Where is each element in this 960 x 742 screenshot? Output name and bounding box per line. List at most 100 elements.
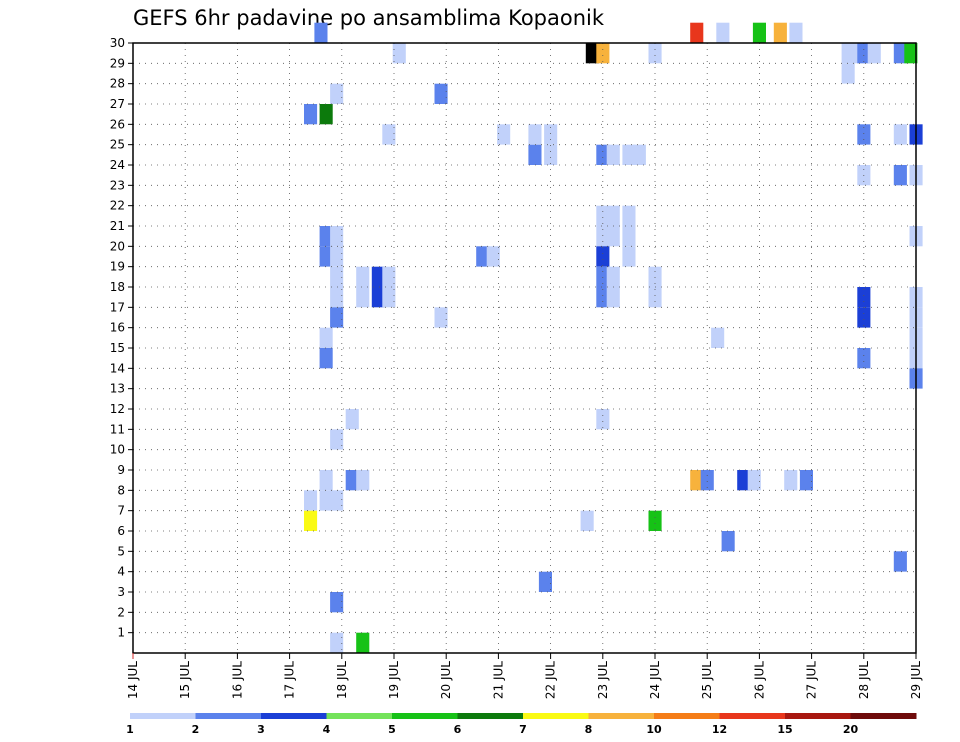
data-cell bbox=[596, 43, 610, 64]
x-tick-label: 27 JUL bbox=[805, 661, 819, 699]
y-tick-label: 14 bbox=[110, 361, 125, 375]
data-cell bbox=[330, 429, 344, 450]
data-cell bbox=[580, 510, 594, 531]
data-cell bbox=[648, 43, 662, 64]
data-cell bbox=[606, 287, 620, 308]
colorbar-legend: 1 2 3 4 5 6 7 8 10 12 15 20 bbox=[126, 713, 917, 736]
y-tick-label: 4 bbox=[117, 565, 125, 579]
colorbar-label: 7 bbox=[519, 723, 527, 736]
data-cell bbox=[596, 144, 610, 165]
y-tick-label: 10 bbox=[110, 443, 125, 457]
data-cell bbox=[538, 571, 552, 592]
data-cell bbox=[528, 124, 542, 145]
colorbar-swatch bbox=[195, 713, 262, 719]
colorbar-label: 15 bbox=[777, 723, 792, 736]
x-tick-label: 28 JUL bbox=[857, 661, 871, 699]
data-cell bbox=[434, 307, 448, 328]
colorbar-label: 5 bbox=[388, 723, 396, 736]
y-tick-label: 16 bbox=[110, 321, 125, 335]
data-cell bbox=[371, 287, 385, 308]
data-cell bbox=[528, 144, 542, 165]
x-tick-label: 23 JUL bbox=[596, 661, 610, 699]
x-tick-label: 22 JUL bbox=[544, 661, 558, 699]
data-cell bbox=[585, 43, 599, 64]
data-cell bbox=[596, 409, 610, 430]
y-tick-label: 24 bbox=[110, 158, 125, 172]
data-cell bbox=[721, 531, 735, 552]
y-tick-label: 12 bbox=[110, 402, 125, 416]
y-tick-label: 17 bbox=[110, 300, 125, 314]
data-cell bbox=[747, 470, 761, 491]
y-tick-label: 30 bbox=[110, 36, 125, 50]
y-tick-label: 8 bbox=[117, 483, 125, 497]
data-cell bbox=[319, 327, 333, 348]
colorbar-label: 2 bbox=[192, 723, 200, 736]
data-cell bbox=[330, 226, 344, 247]
data-cell bbox=[841, 63, 855, 84]
y-tick-label: 25 bbox=[110, 138, 125, 152]
y-tick-label: 5 bbox=[117, 544, 125, 558]
x-tick-label: 18 JUL bbox=[335, 661, 349, 699]
data-cell bbox=[752, 22, 766, 43]
colorbar-swatch bbox=[392, 713, 458, 719]
y-tick-label: 20 bbox=[110, 239, 125, 253]
chart-title: GEFS 6hr padavine po ansamblima Kopaonik bbox=[133, 6, 605, 30]
colorbar-swatch bbox=[850, 713, 917, 719]
data-cell bbox=[330, 490, 344, 511]
data-cell bbox=[319, 246, 333, 267]
data-cell bbox=[857, 124, 871, 145]
data-cell bbox=[622, 226, 636, 247]
plot-frame bbox=[132, 42, 917, 654]
y-tick-label: 26 bbox=[110, 117, 125, 131]
data-cell bbox=[648, 266, 662, 287]
data-cell bbox=[382, 287, 396, 308]
colorbar-swatch bbox=[719, 713, 786, 719]
y-tick-label: 29 bbox=[110, 56, 125, 70]
colorbar-label: 3 bbox=[257, 723, 265, 736]
colorbar-swatch bbox=[326, 713, 393, 719]
colorbar-swatch bbox=[261, 713, 327, 719]
y-tick-label: 22 bbox=[110, 199, 125, 213]
x-tick-label: 17 JUL bbox=[283, 661, 297, 699]
y-tick-label: 21 bbox=[110, 219, 125, 233]
data-cell bbox=[476, 246, 490, 267]
data-cell bbox=[382, 266, 396, 287]
data-cell bbox=[330, 266, 344, 287]
y-tick-label: 7 bbox=[117, 504, 125, 518]
y-tick-label: 15 bbox=[110, 341, 125, 355]
x-tick-label: 14 JUL bbox=[126, 661, 140, 699]
x-axis: 14 JUL 15 JUL 16 JUL 17 JUL 18 JUL 19 JUL 20 J… bbox=[126, 653, 923, 699]
data-cell bbox=[486, 246, 500, 267]
data-cell bbox=[497, 124, 511, 145]
data-cell bbox=[319, 470, 333, 491]
data-cell bbox=[606, 226, 620, 247]
y-tick-label: 3 bbox=[117, 585, 125, 599]
data-cell bbox=[314, 22, 328, 43]
grid-lines bbox=[133, 43, 916, 653]
data-cell bbox=[356, 632, 370, 653]
data-cell bbox=[737, 470, 751, 491]
y-tick-label: 27 bbox=[110, 97, 125, 111]
data-cell bbox=[392, 43, 406, 64]
colorbar-label: 10 bbox=[646, 723, 662, 736]
data-cell bbox=[319, 104, 333, 125]
data-cell bbox=[789, 22, 803, 43]
data-cell bbox=[606, 144, 620, 165]
data-cell bbox=[356, 266, 370, 287]
y-tick-label: 6 bbox=[117, 524, 125, 538]
data-cell bbox=[622, 246, 636, 267]
x-tick-label: 15 JUL bbox=[178, 661, 192, 699]
x-tick-label: 20 JUL bbox=[439, 661, 453, 699]
data-cell bbox=[596, 205, 610, 226]
x-tick-label: 29 JUL bbox=[909, 661, 923, 699]
data-cell bbox=[773, 22, 787, 43]
colorbar-label: 12 bbox=[712, 723, 727, 736]
data-cell bbox=[632, 144, 646, 165]
data-cell bbox=[716, 22, 730, 43]
data-cell bbox=[330, 592, 344, 613]
data-cell bbox=[648, 287, 662, 308]
data-cell bbox=[345, 409, 359, 430]
data-cell bbox=[330, 632, 344, 653]
colorbar-label: 1 bbox=[126, 723, 134, 736]
